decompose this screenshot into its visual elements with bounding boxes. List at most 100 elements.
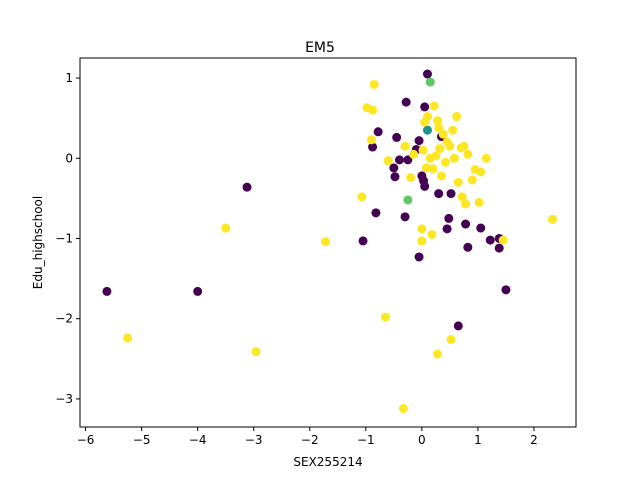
data-point (446, 335, 456, 345)
data-point (392, 132, 402, 142)
data-point (433, 116, 443, 126)
data-point (485, 235, 495, 245)
axes-frame (79, 57, 577, 428)
data-point (453, 321, 463, 331)
data-point (435, 144, 445, 154)
data-point (242, 182, 252, 192)
data-point (445, 141, 455, 151)
data-point (123, 333, 133, 343)
data-point (434, 123, 444, 133)
data-point (429, 101, 439, 111)
data-point (366, 135, 376, 145)
data-point (368, 142, 378, 152)
data-point (501, 285, 511, 295)
data-point (431, 151, 441, 161)
data-point (498, 235, 508, 245)
y-axis-label: Edu_highschool (31, 196, 45, 289)
data-point (406, 173, 416, 183)
data-point (102, 286, 112, 296)
data-point (436, 171, 446, 181)
data-point (394, 155, 404, 165)
data-point (357, 192, 367, 202)
data-point (414, 136, 424, 146)
data-point (251, 347, 261, 357)
data-point (422, 112, 432, 122)
data-point (422, 69, 432, 79)
data-point (467, 175, 477, 185)
data-point (400, 212, 410, 222)
data-point (440, 157, 450, 167)
data-point (383, 156, 393, 166)
data-point (373, 127, 383, 137)
x-tick-label: −2 (301, 433, 319, 447)
data-point (453, 177, 463, 187)
y-tick-label: −1 (55, 231, 73, 245)
data-point (461, 219, 471, 229)
x-tick-label: −5 (133, 433, 151, 447)
data-point (452, 112, 462, 122)
ticks-layer: −6 −5 −4 −3 −2 −1 0 1 2 −3 −2 −1 0 1 (55, 71, 537, 447)
data-point (433, 349, 443, 359)
data-point (414, 252, 424, 262)
x-tick-label: −3 (245, 433, 263, 447)
data-point (422, 125, 432, 135)
data-point (438, 129, 448, 139)
data-point (474, 197, 484, 207)
data-point (444, 213, 454, 223)
x-tick-label: 2 (530, 433, 538, 447)
data-point (401, 97, 411, 107)
data-point (398, 404, 408, 414)
data-point (446, 189, 456, 199)
chart-title: EM5 (305, 40, 335, 56)
data-point (358, 236, 368, 246)
data-point (403, 155, 413, 165)
data-point (369, 79, 379, 89)
data-point (221, 223, 231, 233)
x-axis-label: SEX255214 (293, 455, 362, 469)
data-point (434, 189, 444, 199)
data-point (427, 229, 437, 239)
data-point (463, 242, 473, 252)
y-tick-label: −2 (55, 312, 73, 326)
data-point (417, 224, 427, 234)
data-point (417, 236, 427, 246)
data-point (389, 163, 399, 173)
x-tick-label: −6 (77, 433, 95, 447)
data-point (425, 77, 435, 87)
data-point (476, 223, 486, 233)
data-point (380, 312, 390, 322)
data-point (476, 167, 486, 177)
data-point (403, 195, 413, 205)
data-point (420, 181, 430, 191)
data-point (461, 199, 471, 209)
data-point (547, 214, 557, 224)
data-point (420, 102, 430, 112)
points-layer (102, 69, 557, 414)
data-point (408, 149, 418, 159)
data-point (320, 237, 330, 247)
data-point (481, 153, 491, 163)
data-point (448, 125, 458, 135)
y-tick-label: 1 (65, 71, 73, 85)
data-point (368, 105, 378, 115)
y-tick-label: −3 (55, 392, 73, 406)
y-tick-label: 0 (65, 151, 73, 165)
data-point (449, 153, 459, 163)
x-tick-label: −1 (357, 433, 375, 447)
data-point (457, 192, 467, 202)
data-point (459, 141, 469, 151)
data-point (421, 163, 431, 173)
data-point (390, 172, 400, 182)
data-point (494, 243, 504, 253)
x-tick-label: −4 (189, 433, 207, 447)
data-point (428, 164, 438, 174)
data-point (418, 145, 428, 155)
data-point (400, 141, 410, 151)
x-tick-label: 1 (474, 433, 482, 447)
data-point (463, 149, 473, 159)
data-point (442, 224, 452, 234)
data-point (371, 208, 381, 218)
